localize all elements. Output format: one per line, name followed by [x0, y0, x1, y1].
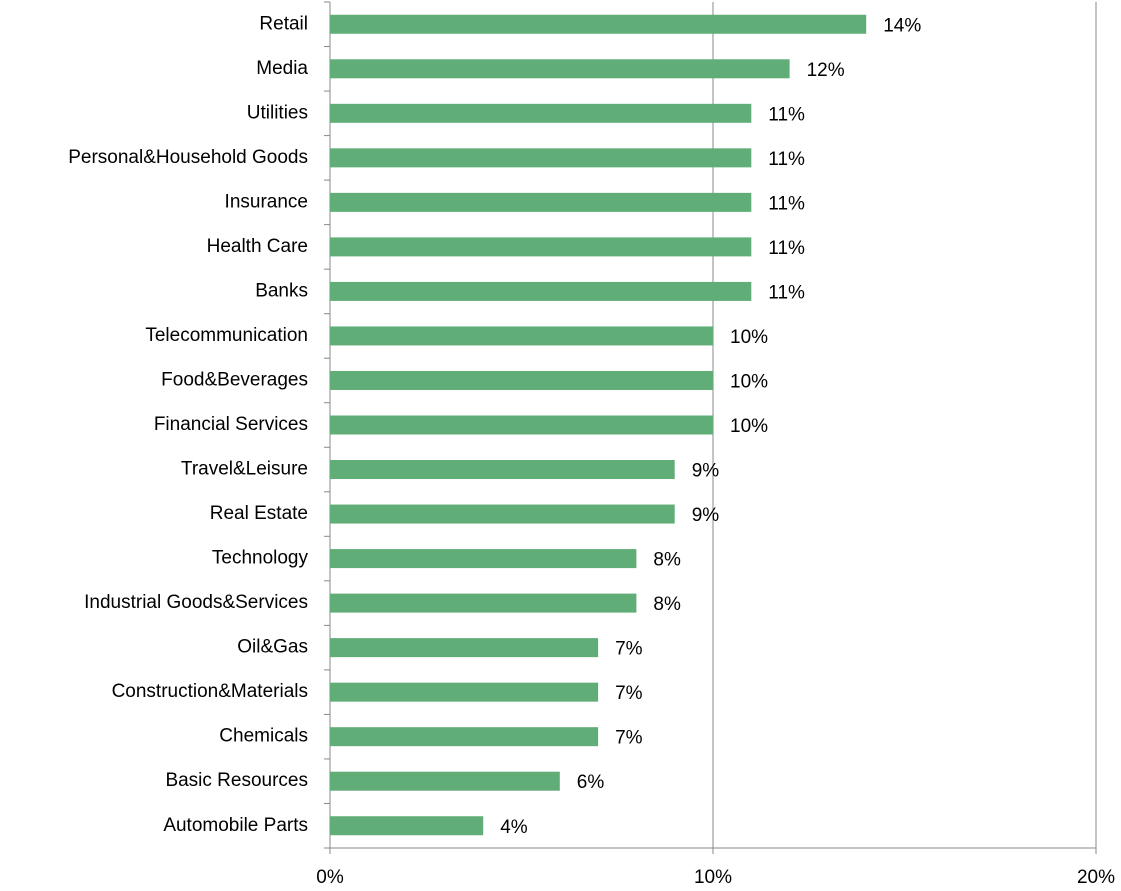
x-tick-label: 0%	[316, 867, 344, 888]
bar	[330, 460, 675, 480]
value-label: 8%	[653, 594, 681, 615]
bar	[330, 59, 790, 79]
y-tick-label: Telecommunication	[145, 325, 308, 346]
value-label: 11%	[768, 104, 805, 125]
bar	[330, 593, 637, 613]
bar	[330, 326, 713, 346]
y-tick-label: Industrial Goods&Services	[84, 592, 308, 613]
value-label: 10%	[730, 416, 768, 437]
value-label: 11%	[768, 149, 805, 170]
value-label: 14%	[883, 15, 921, 36]
bar	[330, 816, 484, 836]
bar	[330, 281, 752, 301]
bar	[330, 192, 752, 212]
value-label: 7%	[615, 683, 643, 704]
bar	[330, 771, 560, 791]
value-label: 11%	[768, 238, 805, 259]
bar	[330, 103, 752, 123]
bar	[330, 370, 713, 390]
y-tick-label: Travel&Leisure	[181, 459, 308, 480]
bar	[330, 727, 599, 747]
y-tick-label: Personal&Household Goods	[68, 147, 308, 168]
y-tick-label: Health Care	[207, 236, 308, 257]
y-tick-label: Real Estate	[210, 503, 308, 524]
bar	[330, 415, 713, 435]
y-tick-label: Media	[256, 58, 308, 79]
bar	[330, 148, 752, 168]
y-tick-label: Retail	[259, 13, 308, 34]
value-label: 10%	[730, 371, 768, 392]
value-label: 7%	[615, 639, 643, 660]
value-label: 9%	[692, 461, 720, 482]
y-tick-label: Construction&Materials	[112, 681, 308, 702]
y-tick-label: Utilities	[247, 102, 308, 123]
y-tick-label: Technology	[212, 548, 309, 569]
y-tick-label: Chemicals	[219, 726, 308, 747]
bar	[330, 504, 675, 524]
value-label: 10%	[730, 327, 768, 348]
value-label: 11%	[768, 193, 805, 214]
y-tick-label: Insurance	[225, 191, 308, 212]
value-label: 11%	[768, 282, 805, 303]
y-tick-label: Financial Services	[154, 414, 308, 435]
bar	[330, 638, 599, 658]
value-label: 8%	[653, 550, 681, 571]
y-tick-label: Banks	[255, 280, 308, 301]
y-tick-label: Oil&Gas	[237, 637, 308, 658]
value-label: 12%	[807, 60, 845, 81]
x-tick-label: 20%	[1077, 867, 1115, 888]
bar	[330, 14, 867, 34]
value-label: 7%	[615, 728, 643, 749]
y-tick-label: Automobile Parts	[163, 815, 308, 836]
value-label: 6%	[577, 772, 605, 793]
bar	[330, 682, 599, 702]
y-tick-label: Food&Beverages	[161, 369, 308, 390]
bar	[330, 237, 752, 257]
value-label: 9%	[692, 505, 720, 526]
x-tick-label: 10%	[694, 867, 732, 888]
bar	[330, 549, 637, 569]
value-label: 4%	[500, 817, 528, 838]
y-tick-label: Basic Resources	[165, 770, 308, 791]
